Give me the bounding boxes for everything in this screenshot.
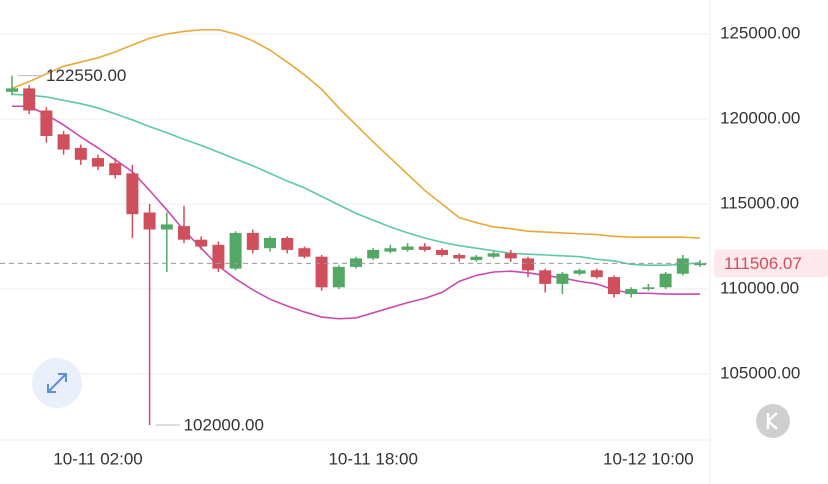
y-tick-label: 105000.00 bbox=[720, 363, 800, 382]
candle-body bbox=[487, 253, 500, 257]
x-tick-label: 10-11 02:00 bbox=[53, 449, 142, 468]
candle-body bbox=[401, 246, 414, 250]
candle-body bbox=[590, 270, 603, 278]
candle-body bbox=[178, 226, 190, 240]
y-tick-label: 115000.00 bbox=[720, 193, 799, 212]
annotation-label: 122550.00 bbox=[46, 66, 126, 85]
candle-body bbox=[40, 110, 53, 137]
candle-body bbox=[74, 147, 87, 160]
candle-body bbox=[625, 289, 638, 295]
candle-body bbox=[160, 224, 173, 230]
x-tick-label: 10-12 10:00 bbox=[603, 449, 694, 468]
candle-body bbox=[350, 258, 362, 267]
x-tick-label: 10-11 18:00 bbox=[328, 449, 417, 468]
expand-icon bbox=[47, 373, 67, 393]
candle-body bbox=[298, 248, 311, 257]
candle-body bbox=[418, 246, 431, 250]
candle-body bbox=[212, 244, 225, 269]
candle-body bbox=[676, 258, 689, 274]
indicator-line bbox=[11, 28, 701, 239]
candle-body bbox=[608, 277, 620, 295]
candle-body bbox=[332, 266, 345, 288]
candle-body bbox=[642, 287, 655, 290]
last-price-box bbox=[714, 249, 828, 278]
y-tick-label: 120000.00 bbox=[720, 108, 800, 127]
indicator-line bbox=[11, 93, 701, 267]
candle-body bbox=[367, 249, 380, 259]
candle-body bbox=[57, 134, 70, 150]
candle-body bbox=[384, 248, 397, 252]
candle-body bbox=[556, 273, 569, 284]
candle-body bbox=[264, 238, 276, 249]
candle-body bbox=[504, 253, 517, 259]
candle-body bbox=[143, 212, 156, 230]
candle-body bbox=[246, 232, 259, 250]
candle-body bbox=[23, 88, 36, 111]
candle-body bbox=[281, 238, 294, 250]
last-price-label: 111506.07 bbox=[724, 254, 802, 273]
candle-body bbox=[6, 88, 18, 92]
indicator-line bbox=[12, 105, 700, 320]
candle-body bbox=[694, 263, 706, 266]
candle-body bbox=[315, 256, 328, 288]
expand-button[interactable] bbox=[32, 358, 82, 408]
k-icon bbox=[766, 412, 778, 430]
candle-body bbox=[92, 158, 104, 167]
candle-body bbox=[126, 173, 139, 215]
candle-body bbox=[109, 163, 122, 176]
candle-body bbox=[470, 256, 483, 261]
candle-body bbox=[229, 232, 242, 269]
candle-body bbox=[539, 270, 552, 284]
candle-body bbox=[522, 258, 534, 271]
candle-body bbox=[195, 239, 208, 247]
candle-body bbox=[453, 255, 466, 259]
y-tick-label: 110000.00 bbox=[720, 278, 799, 297]
candle-body bbox=[659, 273, 672, 288]
y-tick-label: 125000.00 bbox=[720, 23, 800, 42]
candle-body bbox=[573, 270, 586, 274]
annotation-label: 102000.00 bbox=[184, 415, 264, 434]
k-button[interactable] bbox=[756, 404, 790, 438]
candle-body bbox=[436, 249, 448, 256]
k-button-bg bbox=[756, 404, 790, 438]
